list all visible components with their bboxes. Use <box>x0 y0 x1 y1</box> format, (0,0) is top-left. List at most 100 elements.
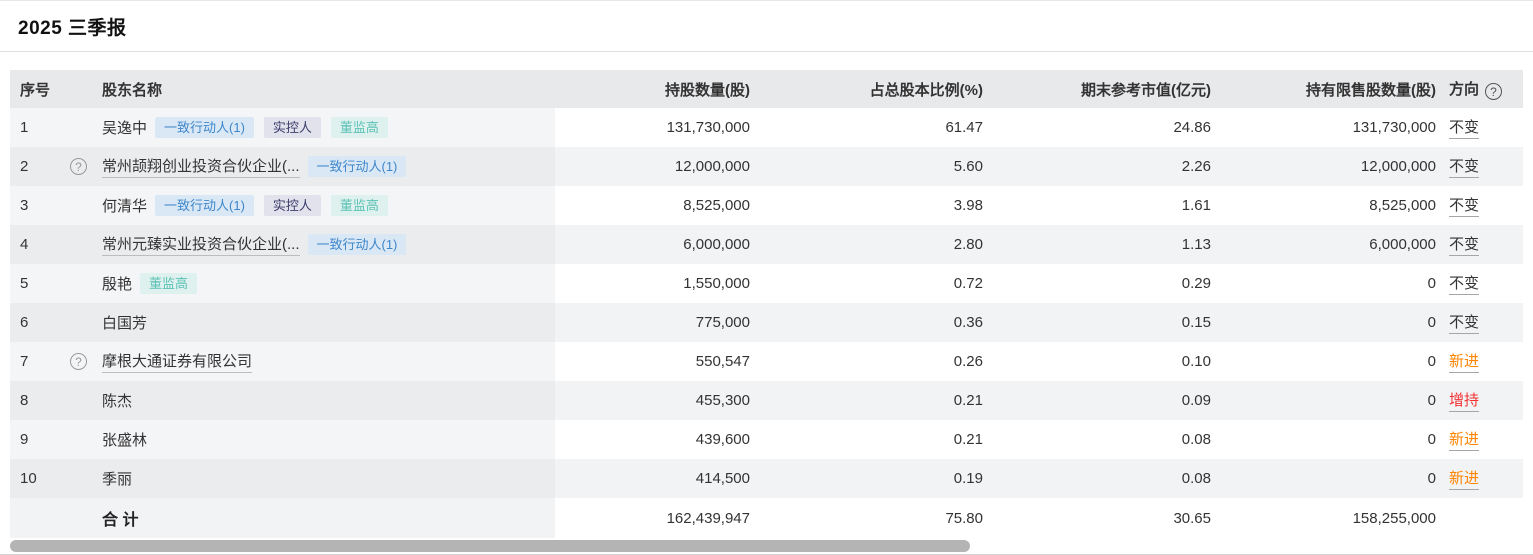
scrollbar-thumb[interactable] <box>10 540 970 552</box>
direction-link[interactable]: 不变 <box>1449 194 1480 217</box>
row-index: 2 <box>10 147 70 186</box>
badge-list: 一致行动人(1) <box>307 156 407 177</box>
shareholder-name[interactable]: 常州颉翔创业投资合伙企业(... <box>102 155 300 178</box>
pct-cell: 0.26 <box>750 342 983 381</box>
shareholder-tag-blue: 一致行动人(1) <box>307 156 407 177</box>
total-help-cell <box>70 498 102 538</box>
total-row: 合 计 162,439,947 75.80 30.65 158,255,000 <box>10 498 1523 538</box>
pct-cell: 0.72 <box>750 264 983 303</box>
total-label: 合 计 <box>102 498 555 538</box>
shareholder-name: 吴逸中 <box>102 120 148 137</box>
restricted-cell: 6,000,000 <box>1211 225 1436 264</box>
pct-cell: 0.21 <box>750 420 983 459</box>
direction-cell: 不变 <box>1436 108 1523 147</box>
total-pct: 75.80 <box>750 498 983 538</box>
restricted-cell: 12,000,000 <box>1211 147 1436 186</box>
row-name-cell: 何清华 一致行动人(1) 实控人 董监高 <box>102 186 555 225</box>
total-market-value: 30.65 <box>983 498 1211 538</box>
row-name-cell: 季丽 <box>102 459 555 498</box>
restricted-cell: 131,730,000 <box>1211 108 1436 147</box>
shares-cell: 8,525,000 <box>555 186 750 225</box>
total-restricted: 158,255,000 <box>1211 498 1436 538</box>
row-index: 1 <box>10 108 70 147</box>
page-title: 2025 三季报 <box>18 17 127 39</box>
market-value-cell: 2.26 <box>983 147 1211 186</box>
direction-link[interactable]: 不变 <box>1449 272 1480 295</box>
total-direction-cell <box>1436 498 1523 538</box>
shares-cell: 439,600 <box>555 420 750 459</box>
shareholder-name: 陈杰 <box>102 393 133 410</box>
direction-cell: 不变 <box>1436 303 1523 342</box>
direction-help-icon[interactable]: ? <box>1485 83 1503 101</box>
badge-list: 一致行动人(1) 实控人 董监高 <box>155 195 388 216</box>
direction-link[interactable]: 增持 <box>1449 389 1480 412</box>
shareholder-tag-blue: 一致行动人(1) <box>307 234 407 255</box>
row-name-cell: 殷艳 董监高 <box>102 264 555 303</box>
direction-link[interactable]: 不变 <box>1449 155 1480 178</box>
badge-list: 一致行动人(1) 实控人 董监高 <box>155 117 388 138</box>
badge-list: 董监高 <box>140 273 198 294</box>
row-help-cell: ? <box>70 108 102 147</box>
direction-cell: 不变 <box>1436 225 1523 264</box>
table-row: 5 ? 殷艳 董监高 1,550,000 0.72 0.29 0 不变 <box>10 264 1523 303</box>
row-name-cell: 常州元臻实业投资合伙企业(... 一致行动人(1) <box>102 225 555 264</box>
restricted-cell: 0 <box>1211 459 1436 498</box>
restricted-cell: 0 <box>1211 420 1436 459</box>
pct-cell: 2.80 <box>750 225 983 264</box>
market-value-cell: 0.10 <box>983 342 1211 381</box>
shareholder-name: 张盛林 <box>102 432 148 449</box>
shares-cell: 1,550,000 <box>555 264 750 303</box>
row-name-cell: 张盛林 <box>102 420 555 459</box>
column-header-direction: 方向? <box>1436 70 1523 108</box>
shares-cell: 550,547 <box>555 342 750 381</box>
direction-link[interactable]: 不变 <box>1449 116 1480 139</box>
shareholder-tag-blue: 一致行动人(1) <box>155 117 254 138</box>
direction-link[interactable]: 新进 <box>1449 350 1480 373</box>
table-header-row: 序号 股东名称 持股数量(股) 占总股本比例(%) 期末参考市值(亿元) 持有限… <box>10 70 1523 108</box>
horizontal-scrollbar[interactable] <box>0 540 1533 553</box>
shareholder-table: 序号 股东名称 持股数量(股) 占总股本比例(%) 期末参考市值(亿元) 持有限… <box>10 70 1523 538</box>
row-help-cell: ? <box>70 303 102 342</box>
column-header-shares: 持股数量(股) <box>555 70 750 108</box>
row-name-cell: 陈杰 <box>102 381 555 420</box>
row-index: 9 <box>10 420 70 459</box>
shareholder-name: 季丽 <box>102 471 133 488</box>
shares-cell: 12,000,000 <box>555 147 750 186</box>
row-name-cell: 常州颉翔创业投资合伙企业(... 一致行动人(1) <box>102 147 555 186</box>
row-index: 5 <box>10 264 70 303</box>
shareholder-name[interactable]: 摩根大通证券有限公司 <box>102 350 253 373</box>
pct-cell: 0.36 <box>750 303 983 342</box>
direction-link[interactable]: 新进 <box>1449 428 1480 451</box>
market-value-cell: 0.08 <box>983 420 1211 459</box>
table-row: 10 ? 季丽 414,500 0.19 0.08 0 新进 <box>10 459 1523 498</box>
shares-cell: 131,730,000 <box>555 108 750 147</box>
row-help-icon[interactable]: ? <box>70 353 87 371</box>
row-help-cell: ? <box>70 264 102 303</box>
shareholder-tag-blue: 一致行动人(1) <box>155 195 254 216</box>
badge-list: 一致行动人(1) <box>307 234 407 255</box>
market-value-cell: 0.15 <box>983 303 1211 342</box>
direction-link[interactable]: 新进 <box>1449 467 1480 490</box>
direction-link[interactable]: 不变 <box>1449 233 1480 256</box>
direction-cell: 不变 <box>1436 147 1523 186</box>
row-index: 4 <box>10 225 70 264</box>
shareholder-name: 何清华 <box>102 198 148 215</box>
direction-cell: 新进 <box>1436 459 1523 498</box>
row-help-cell: ? <box>70 459 102 498</box>
table-row: 8 ? 陈杰 455,300 0.21 0.09 0 增持 <box>10 381 1523 420</box>
shareholder-name: 殷艳 <box>102 276 133 293</box>
row-name-cell: 摩根大通证券有限公司 <box>102 342 555 381</box>
shareholder-name[interactable]: 常州元臻实业投资合伙企业(... <box>102 233 300 256</box>
row-help-icon[interactable]: ? <box>70 158 87 176</box>
market-value-cell: 0.08 <box>983 459 1211 498</box>
direction-cell: 不变 <box>1436 186 1523 225</box>
direction-link[interactable]: 不变 <box>1449 311 1480 334</box>
row-help-cell: ? <box>70 420 102 459</box>
pct-cell: 0.19 <box>750 459 983 498</box>
direction-cell: 新进 <box>1436 342 1523 381</box>
row-help-cell: ? <box>70 381 102 420</box>
total-shares: 162,439,947 <box>555 498 750 538</box>
